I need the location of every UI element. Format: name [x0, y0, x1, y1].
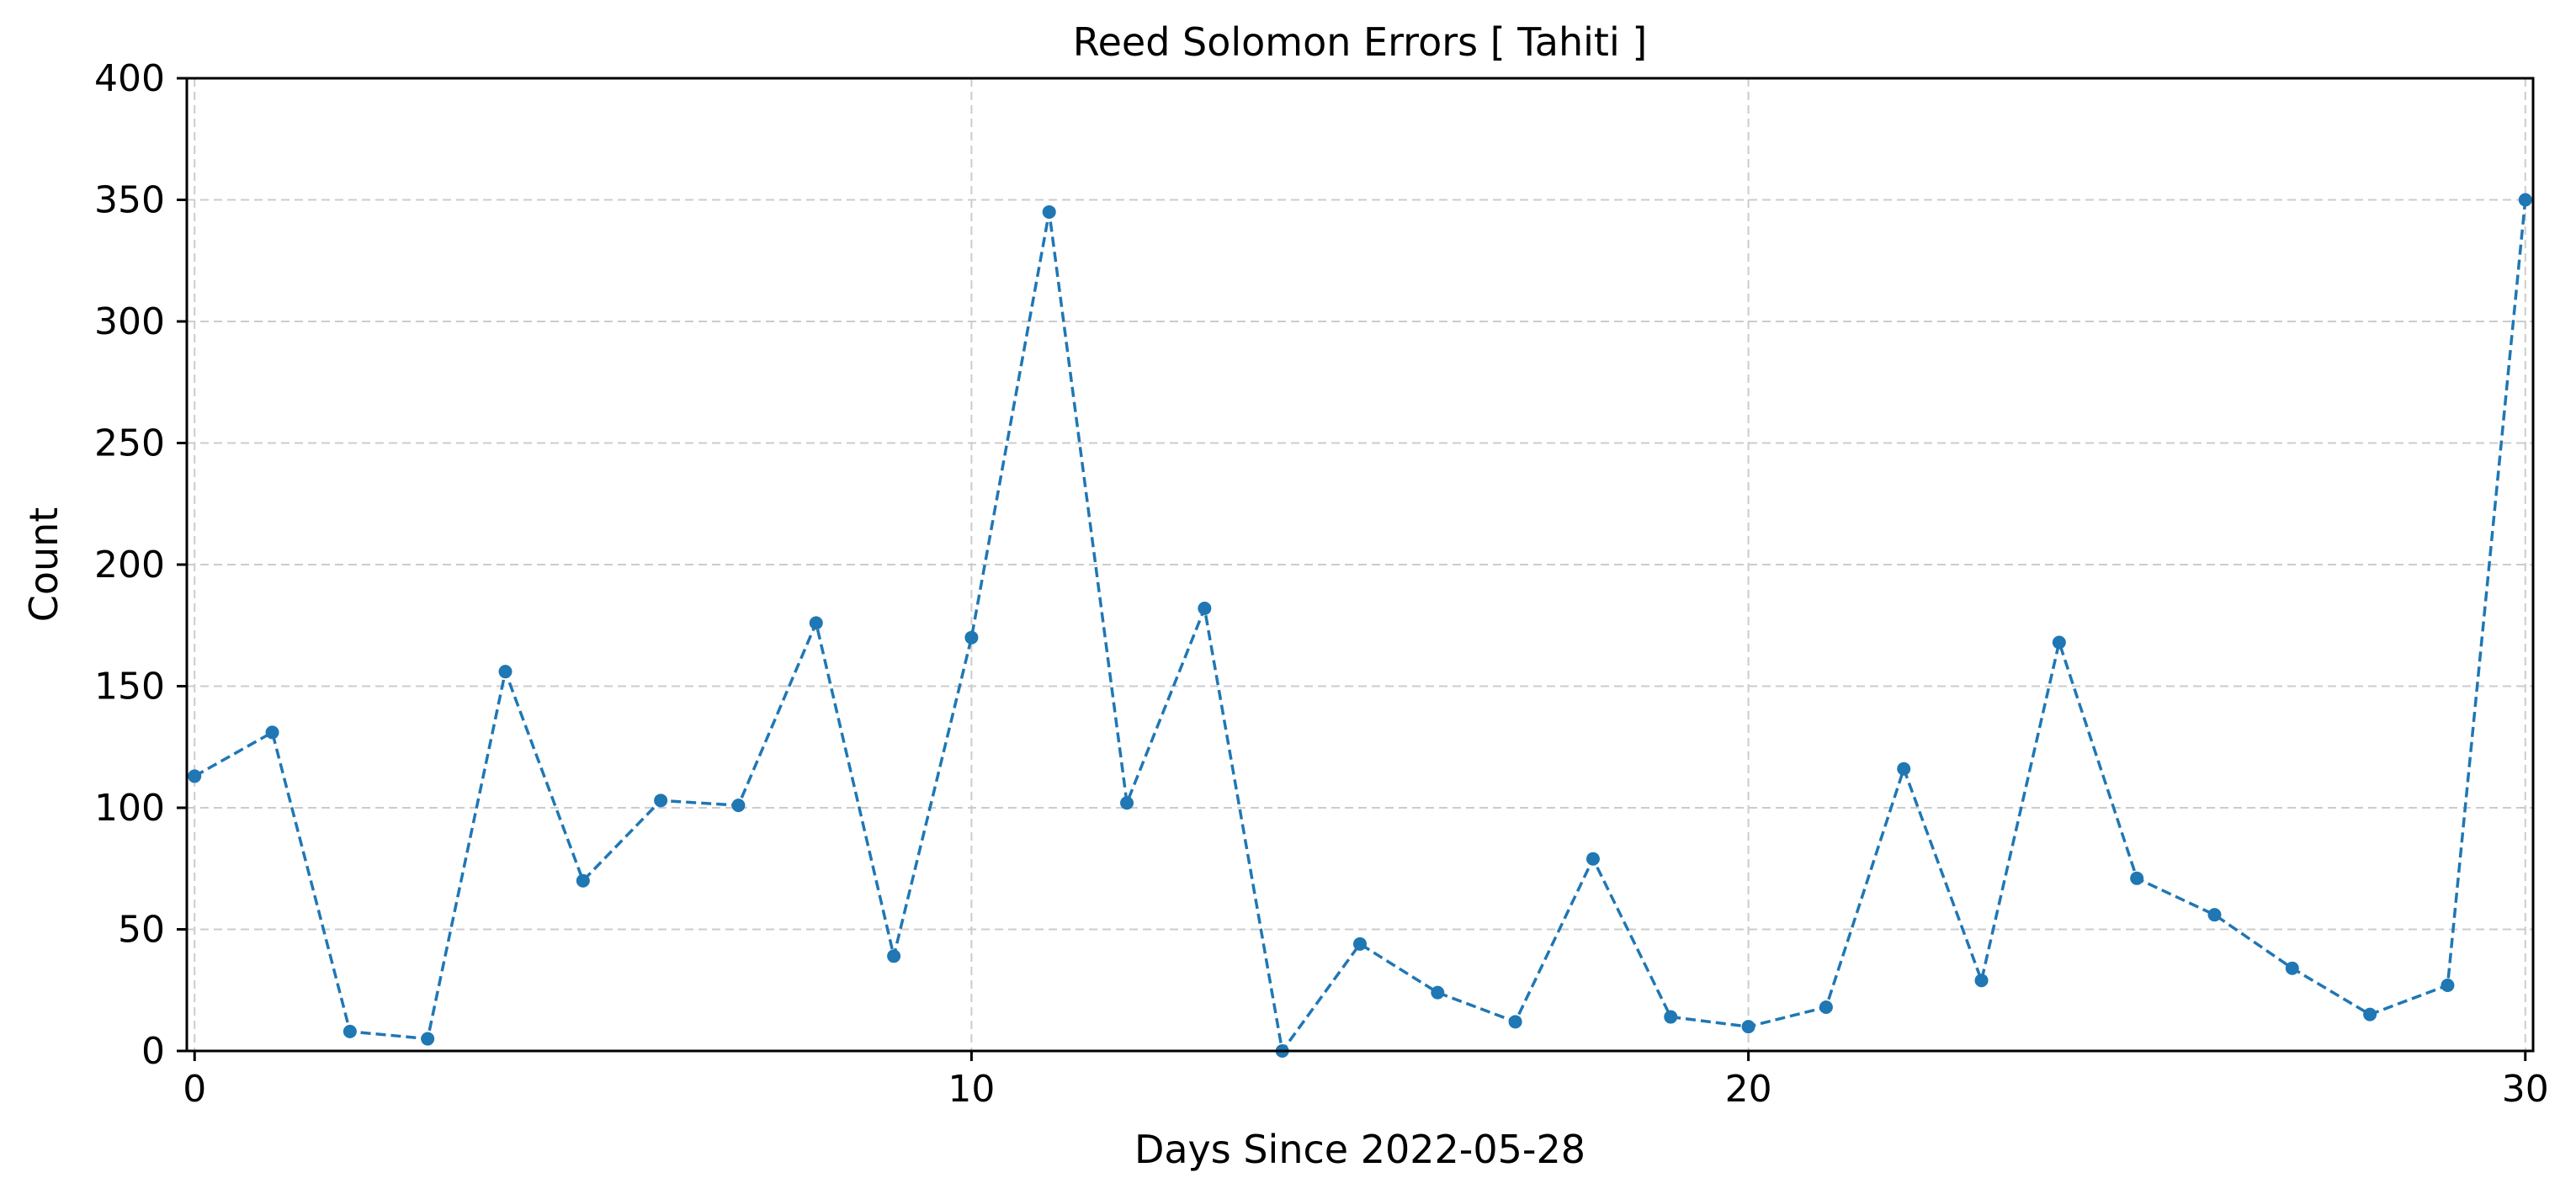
series-layer — [188, 193, 2532, 1058]
x-tick-label: 10 — [948, 1068, 995, 1111]
data-point — [964, 630, 979, 645]
data-point — [1741, 1020, 1755, 1034]
data-point — [654, 793, 668, 808]
y-tick-label: 400 — [94, 57, 165, 100]
data-point — [2052, 635, 2066, 650]
y-tick-label: 150 — [94, 666, 165, 708]
y-tick-label: 0 — [141, 1030, 165, 1073]
data-point — [343, 1024, 357, 1038]
y-tick-label: 300 — [94, 300, 165, 343]
grid — [187, 77, 2533, 1052]
data-point — [2518, 193, 2532, 207]
y-tick-label: 200 — [94, 544, 165, 586]
x-tick-label: 20 — [1725, 1068, 1772, 1111]
data-point — [265, 725, 279, 740]
data-point — [1353, 937, 1367, 951]
data-point — [887, 949, 901, 963]
data-point — [498, 665, 513, 679]
data-point — [2207, 908, 2222, 922]
data-point — [1042, 204, 1056, 219]
data-point — [1974, 974, 1989, 988]
y-tick-label: 100 — [94, 787, 165, 830]
y-axis-label: Count — [21, 507, 66, 623]
data-point — [2441, 978, 2455, 992]
x-axis-label: Days Since 2022-05-28 — [1134, 1127, 1585, 1172]
data-point — [1120, 796, 1134, 810]
data-point — [576, 873, 590, 888]
y-tick-label: 250 — [94, 422, 165, 465]
x-tick-label: 30 — [2502, 1068, 2549, 1111]
data-point — [2363, 1007, 2377, 1022]
data-point — [1508, 1015, 1522, 1029]
data-point — [809, 616, 823, 630]
data-point — [2130, 871, 2144, 885]
data-point — [1585, 852, 1600, 866]
series-line — [194, 199, 2527, 1055]
x-tick-label: 0 — [183, 1068, 206, 1111]
data-point — [1897, 762, 1911, 776]
chart-title: Reed Solomon Errors [ Tahiti ] — [1073, 19, 1648, 65]
data-point — [1431, 985, 1445, 1000]
y-tick-label: 50 — [118, 909, 165, 952]
data-point — [1819, 1000, 1833, 1014]
y-tick-label: 350 — [94, 179, 165, 222]
data-point — [1198, 602, 1212, 616]
data-point — [731, 799, 746, 813]
data-point — [2285, 961, 2299, 975]
data-point — [421, 1032, 435, 1046]
data-point — [1664, 1010, 1678, 1024]
data-point — [188, 769, 202, 783]
